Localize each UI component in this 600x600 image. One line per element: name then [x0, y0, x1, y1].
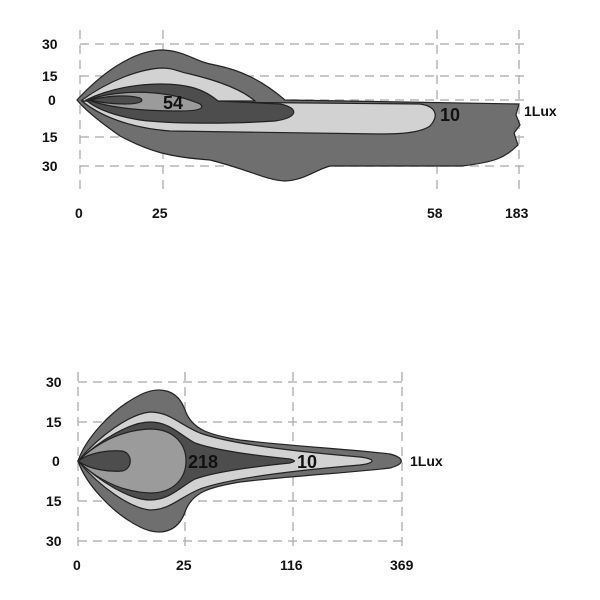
contour-label-1lux: 1Lux [524, 103, 557, 119]
x-tick: 25 [152, 205, 168, 221]
y-tick: 30 [46, 533, 62, 549]
x-tick: 58 [427, 205, 443, 221]
y-tick: 15 [42, 68, 58, 84]
contour-label-10: 10 [440, 105, 460, 125]
y-tick: 30 [42, 158, 58, 174]
y-tick: 15 [42, 129, 58, 145]
x-tick: 0 [75, 205, 83, 221]
contour-label-1lux: 1Lux [410, 453, 443, 469]
x-tick: 116 [280, 557, 303, 573]
contour-label-54: 54 [163, 93, 183, 113]
x-tick: 369 [390, 557, 414, 573]
flood-beam-diagram: 30 15 0 15 30 0 25 116 369 218 10 1Lux [46, 372, 443, 573]
y-tick: 30 [46, 374, 62, 390]
y-tick: 0 [48, 92, 56, 108]
contour-label-10: 10 [297, 452, 317, 472]
contour-core [76, 450, 131, 472]
y-tick: 15 [46, 493, 62, 509]
contour-core [89, 95, 143, 105]
contour-218 [77, 428, 187, 494]
spot-beam-diagram: 30 15 0 15 30 0 25 58 183 54 10 1Lux [42, 30, 557, 221]
x-tick: 0 [73, 557, 81, 573]
x-tick: 183 [505, 205, 529, 221]
y-tick: 30 [42, 36, 58, 52]
x-tick: 25 [176, 557, 192, 573]
y-tick: 0 [52, 453, 60, 469]
contour-label-218: 218 [188, 452, 218, 472]
y-tick: 15 [46, 414, 62, 430]
